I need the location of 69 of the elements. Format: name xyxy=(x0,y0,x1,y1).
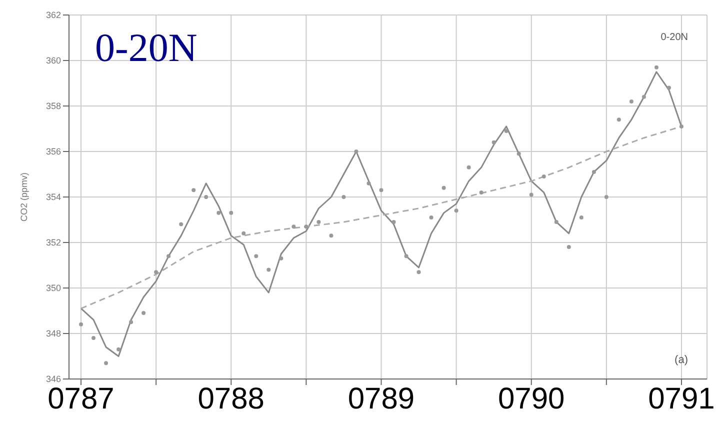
point xyxy=(92,336,96,340)
point xyxy=(379,188,384,192)
point xyxy=(592,170,596,174)
point xyxy=(179,222,184,226)
point xyxy=(229,210,234,215)
point xyxy=(516,152,521,156)
x-tick-label: 0787 xyxy=(48,382,114,416)
point xyxy=(666,86,671,90)
point xyxy=(542,174,546,179)
point xyxy=(342,195,346,199)
annotation: (a) xyxy=(674,354,688,366)
annotation: 0-20N xyxy=(660,32,688,43)
y-tick-label: 356 xyxy=(46,146,61,157)
x-tick-label: 0789 xyxy=(348,382,415,416)
point xyxy=(116,347,121,352)
point xyxy=(279,256,284,260)
point xyxy=(204,195,208,199)
y-tick-label: 350 xyxy=(46,283,61,294)
point xyxy=(242,231,246,236)
point xyxy=(629,99,634,104)
point xyxy=(129,320,134,324)
point xyxy=(466,165,471,170)
point xyxy=(316,220,321,224)
point xyxy=(616,118,621,122)
chart-title: 0-20N xyxy=(95,25,198,70)
point xyxy=(566,245,571,250)
point xyxy=(579,215,584,220)
point xyxy=(216,210,221,215)
point xyxy=(142,311,146,316)
point xyxy=(504,129,508,134)
point xyxy=(354,150,358,154)
point xyxy=(392,220,396,224)
point xyxy=(442,186,446,190)
point xyxy=(79,322,84,326)
y-tick-label: 354 xyxy=(46,192,61,202)
x-tick-label: 0788 xyxy=(198,382,264,416)
point xyxy=(329,234,334,238)
point xyxy=(479,190,484,194)
point xyxy=(404,254,408,258)
point xyxy=(366,181,371,186)
point xyxy=(679,124,684,128)
point xyxy=(266,268,271,272)
x-tick-label: 0791 xyxy=(648,382,715,416)
y-tick-label: 358 xyxy=(46,101,61,112)
point xyxy=(604,195,608,199)
y-tick-label: 352 xyxy=(46,238,61,248)
y-tick-label: 362 xyxy=(46,10,61,20)
point xyxy=(254,254,258,258)
point xyxy=(416,270,421,274)
point xyxy=(292,224,296,229)
y-tick-label: 348 xyxy=(46,328,61,339)
point xyxy=(192,188,196,192)
x-tick-label: 0790 xyxy=(498,382,565,416)
point xyxy=(654,65,658,70)
point xyxy=(642,94,646,99)
point xyxy=(529,192,534,197)
line-series xyxy=(80,126,682,310)
point xyxy=(166,254,171,258)
line-series xyxy=(80,71,682,357)
point xyxy=(104,361,108,366)
point xyxy=(154,270,158,274)
y-axis-title: CO2 (ppmv) xyxy=(19,172,30,222)
point xyxy=(554,220,558,224)
y-tick-label: 360 xyxy=(46,56,61,66)
point xyxy=(304,224,308,229)
point xyxy=(429,215,434,220)
point xyxy=(492,140,496,144)
y-tick-label: 346 xyxy=(46,374,61,384)
point xyxy=(454,208,458,213)
